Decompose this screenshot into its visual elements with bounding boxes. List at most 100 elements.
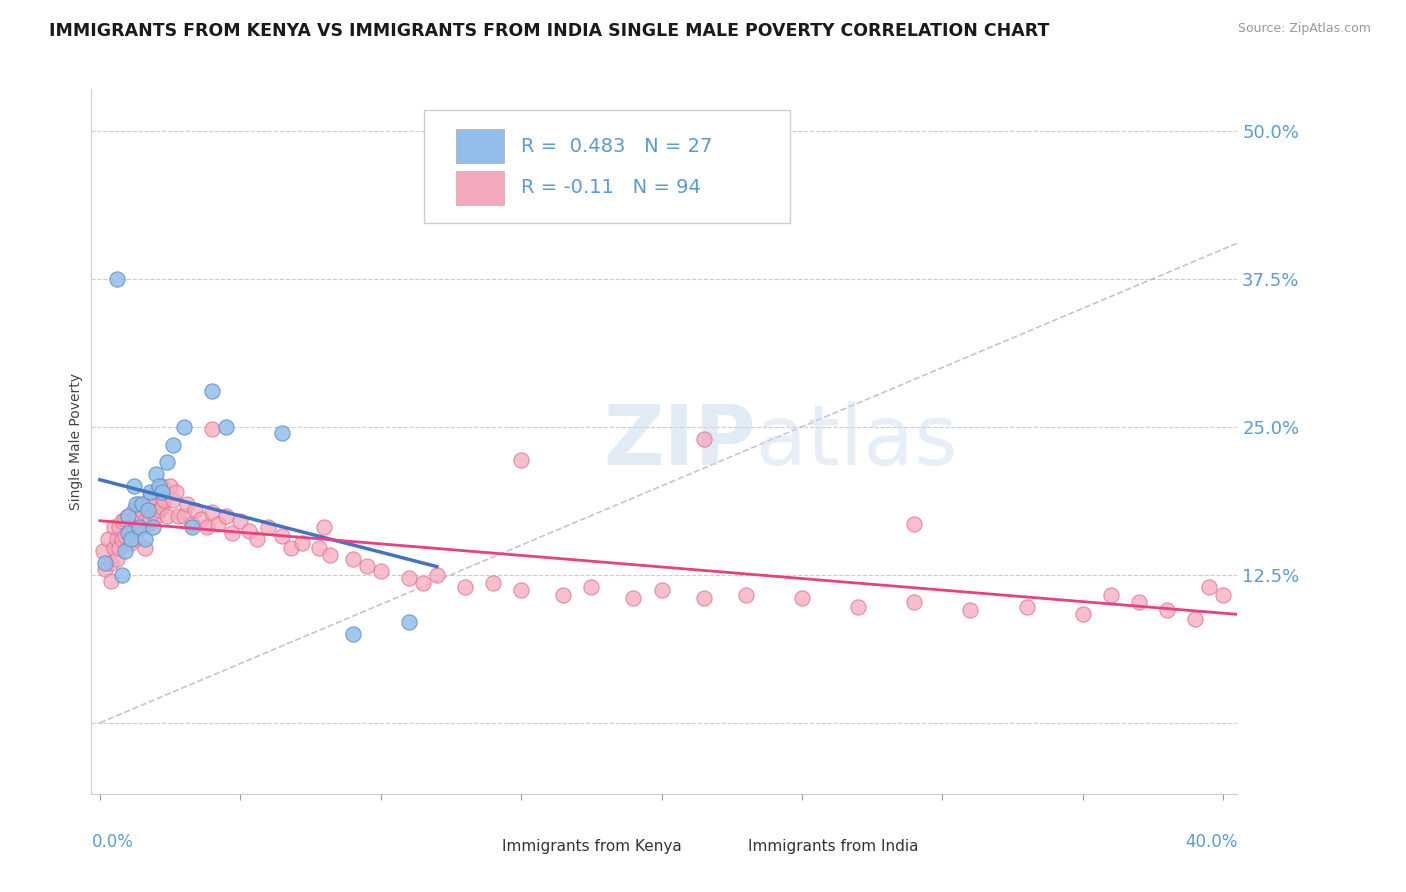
Point bbox=[103, 520, 125, 534]
Point bbox=[482, 576, 505, 591]
Point bbox=[142, 520, 165, 534]
Point bbox=[114, 529, 136, 543]
Y-axis label: Single Male Poverty: Single Male Poverty bbox=[69, 373, 83, 510]
Point bbox=[454, 580, 477, 594]
Point bbox=[201, 505, 224, 519]
Point bbox=[145, 467, 167, 482]
Point bbox=[125, 533, 148, 547]
Point bbox=[342, 627, 364, 641]
Point bbox=[959, 603, 981, 617]
Point bbox=[125, 508, 148, 523]
Point bbox=[100, 556, 122, 570]
Point bbox=[134, 533, 156, 547]
Point bbox=[134, 541, 156, 555]
Point bbox=[1071, 607, 1094, 621]
FancyBboxPatch shape bbox=[423, 111, 790, 223]
Point bbox=[903, 516, 925, 531]
Text: 40.0%: 40.0% bbox=[1185, 832, 1237, 851]
FancyBboxPatch shape bbox=[456, 171, 503, 205]
Point bbox=[114, 544, 136, 558]
Point bbox=[314, 520, 336, 534]
Point bbox=[136, 497, 159, 511]
Point bbox=[108, 541, 131, 555]
Point bbox=[148, 479, 170, 493]
Point bbox=[229, 515, 252, 529]
Point bbox=[120, 533, 142, 547]
Point bbox=[148, 502, 170, 516]
Point bbox=[173, 508, 195, 523]
Point bbox=[145, 508, 167, 523]
FancyBboxPatch shape bbox=[470, 838, 495, 855]
Text: 0.0%: 0.0% bbox=[91, 832, 134, 851]
Point bbox=[122, 524, 145, 538]
Point bbox=[238, 524, 260, 538]
Point bbox=[201, 384, 224, 399]
Point bbox=[651, 583, 673, 598]
Point bbox=[165, 484, 187, 499]
Text: Source: ZipAtlas.com: Source: ZipAtlas.com bbox=[1237, 22, 1371, 36]
Point bbox=[105, 533, 128, 547]
Point bbox=[97, 533, 120, 547]
Point bbox=[1156, 603, 1178, 617]
Point bbox=[94, 556, 117, 570]
Point bbox=[105, 271, 128, 285]
Point bbox=[125, 497, 148, 511]
Text: R = -0.11   N = 94: R = -0.11 N = 94 bbox=[522, 178, 702, 197]
Point bbox=[117, 508, 139, 523]
Point bbox=[692, 591, 714, 606]
Point bbox=[790, 591, 813, 606]
Point bbox=[139, 512, 162, 526]
Point bbox=[142, 505, 165, 519]
Point bbox=[623, 591, 645, 606]
FancyBboxPatch shape bbox=[716, 838, 741, 855]
Point bbox=[903, 595, 925, 609]
Point bbox=[131, 520, 153, 534]
Point bbox=[111, 533, 134, 547]
Point bbox=[167, 508, 190, 523]
Point bbox=[412, 576, 434, 591]
Point bbox=[122, 479, 145, 493]
Text: atlas: atlas bbox=[756, 401, 957, 482]
Point bbox=[692, 432, 714, 446]
Text: Immigrants from Kenya: Immigrants from Kenya bbox=[502, 839, 682, 855]
Point bbox=[553, 588, 575, 602]
Point bbox=[103, 541, 125, 555]
Point bbox=[128, 520, 150, 534]
Point bbox=[1015, 599, 1038, 614]
Point bbox=[207, 516, 229, 531]
Point bbox=[370, 564, 392, 578]
Point bbox=[156, 508, 179, 523]
Point bbox=[114, 512, 136, 526]
Point bbox=[122, 502, 145, 516]
Point bbox=[128, 497, 150, 511]
Point bbox=[271, 529, 294, 543]
Point bbox=[215, 508, 238, 523]
Text: Immigrants from India: Immigrants from India bbox=[748, 839, 918, 855]
Point bbox=[846, 599, 869, 614]
Point bbox=[1184, 611, 1206, 625]
Point bbox=[1099, 588, 1122, 602]
Point bbox=[150, 500, 173, 515]
Point bbox=[131, 497, 153, 511]
Point bbox=[139, 484, 162, 499]
Point bbox=[156, 455, 179, 469]
Point bbox=[117, 508, 139, 523]
Point bbox=[91, 544, 114, 558]
Point bbox=[134, 515, 156, 529]
Point bbox=[153, 493, 176, 508]
Point bbox=[111, 567, 134, 582]
FancyBboxPatch shape bbox=[456, 129, 503, 163]
Text: IMMIGRANTS FROM KENYA VS IMMIGRANTS FROM INDIA SINGLE MALE POVERTY CORRELATION C: IMMIGRANTS FROM KENYA VS IMMIGRANTS FROM… bbox=[49, 22, 1050, 40]
Point bbox=[271, 425, 294, 440]
Point bbox=[108, 520, 131, 534]
Point bbox=[181, 516, 204, 531]
Point bbox=[94, 562, 117, 576]
Point bbox=[120, 520, 142, 534]
Point bbox=[398, 615, 420, 629]
Point bbox=[131, 502, 153, 516]
Point bbox=[246, 533, 269, 547]
Point bbox=[398, 571, 420, 585]
Point bbox=[280, 541, 302, 555]
Point bbox=[139, 491, 162, 505]
Point bbox=[150, 484, 173, 499]
